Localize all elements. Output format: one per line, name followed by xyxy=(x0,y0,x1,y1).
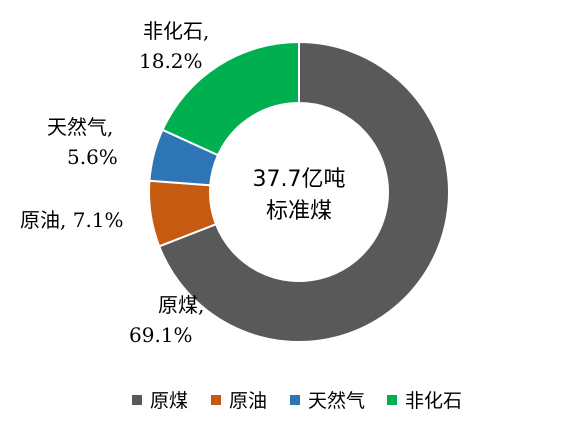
legend-swatch-oil xyxy=(211,395,221,405)
legend-swatch-nonfossil xyxy=(387,395,397,405)
data-label-nonfossil-name: 非化石, xyxy=(143,19,209,43)
center-label-line-1: 37.7亿吨 xyxy=(253,167,346,192)
data-label-oil: 原油, 7.1% xyxy=(20,208,124,232)
data-label-gas-name: 天然气, xyxy=(47,115,113,139)
data-label-nonfossil: 非化石, 18.2% xyxy=(139,19,216,73)
legend-label-gas: 天然气 xyxy=(308,390,365,412)
legend-swatch-gas xyxy=(290,395,300,405)
legend-label-coal: 原煤 xyxy=(150,390,188,412)
data-label-gas: 天然气, 5.6% xyxy=(47,115,120,169)
donut-slices xyxy=(148,40,450,343)
center-label-line-2: 标准煤 xyxy=(266,199,332,224)
data-label-oil-text: 原油, 7.1% xyxy=(20,208,124,232)
legend-swatch-coal xyxy=(132,395,142,405)
data-label-coal: 原煤, 69.1% xyxy=(129,293,211,347)
legend-label-nonfossil: 非化石 xyxy=(405,390,462,412)
legend: 原煤 原油 天然气 非化石 xyxy=(132,390,462,412)
data-label-gas-value: 5.6% xyxy=(67,145,118,169)
slice-nonfossil xyxy=(161,40,300,157)
data-label-coal-value: 69.1% xyxy=(129,323,193,347)
data-label-coal-name: 原煤, xyxy=(158,293,204,317)
data-label-nonfossil-value: 18.2% xyxy=(139,49,203,73)
slice-coal xyxy=(157,40,450,343)
legend-label-oil: 原油 xyxy=(229,390,267,412)
